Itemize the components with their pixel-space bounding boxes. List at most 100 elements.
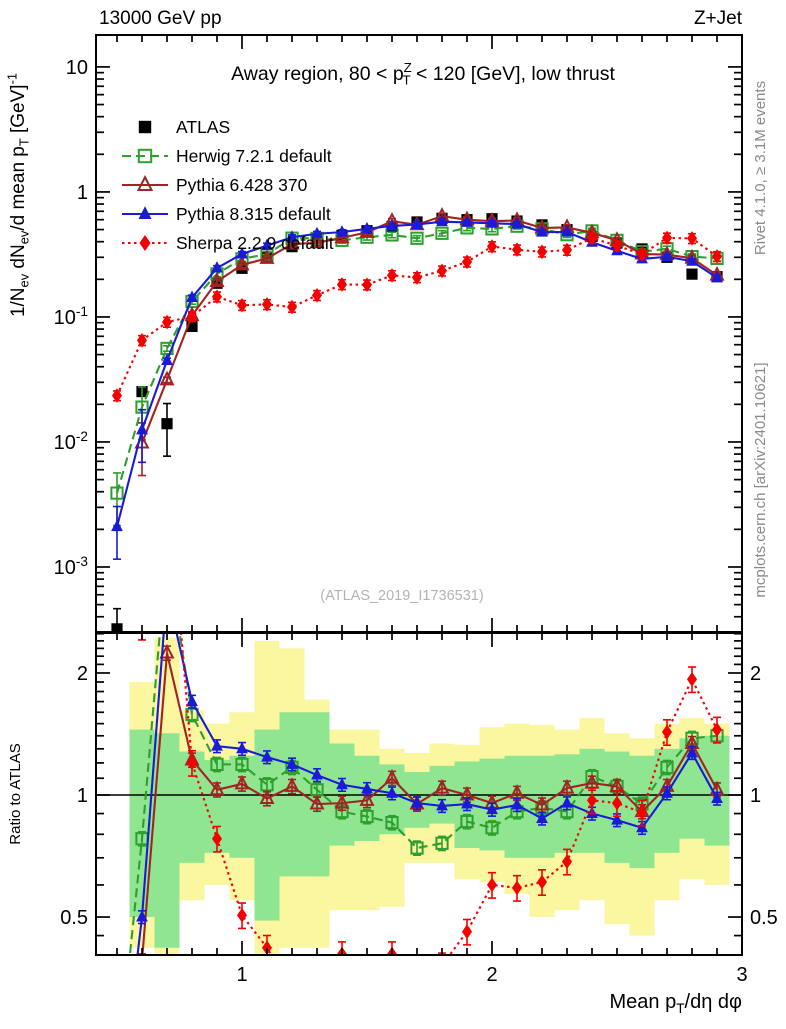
- data-point-marker: [686, 671, 698, 687]
- legend-item-pythia6: Pythia 6.428 370: [122, 175, 308, 195]
- watermark: (ATLAS_2019_I1736531): [320, 588, 483, 604]
- data-point-marker: [410, 231, 424, 245]
- data-point-marker: [359, 791, 375, 806]
- data-point-marker: [286, 299, 298, 315]
- data-point-marker: [159, 643, 175, 659]
- ratio-panel-series: [128, 633, 725, 955]
- data-point-marker: [261, 238, 273, 251]
- data-point-marker: [284, 777, 300, 792]
- data-point-marker: [161, 314, 173, 330]
- data-point-marker: [261, 750, 273, 762]
- data-point-marker: [311, 288, 323, 303]
- data-point-marker: [361, 781, 373, 794]
- header-process: Z+Jet: [694, 8, 743, 29]
- data-point-marker: [436, 263, 448, 279]
- data-point-marker: [486, 216, 498, 228]
- band-green: [129, 729, 155, 918]
- ratio-tick-label-right: 1: [750, 785, 761, 807]
- data-point-marker: [611, 813, 623, 825]
- ratio-tick-label-right: 0.5: [750, 907, 778, 929]
- data-point-marker: [461, 215, 473, 227]
- x-tick-label: 1: [236, 964, 247, 986]
- legend-item-herwig: Herwig 7.2.1 default: [122, 146, 332, 166]
- legend-label-sherpa: Sherpa 2.2.9 default: [176, 233, 334, 253]
- data-point-marker: [561, 796, 573, 808]
- data-point-marker: [161, 418, 173, 430]
- data-point-marker: [384, 769, 400, 784]
- data-point-marker: [411, 796, 423, 808]
- data-point-marker: [311, 226, 323, 239]
- data-point-marker: [361, 221, 373, 234]
- data-point-marker: [711, 791, 723, 804]
- data-point-marker: [461, 254, 473, 270]
- data-point-marker: [209, 780, 225, 796]
- data-point-marker: [136, 175, 154, 191]
- data-point-marker: [561, 225, 573, 237]
- data-point-marker: [186, 309, 198, 324]
- ratio-tick-label-left: 1: [77, 785, 88, 807]
- data-point-marker: [461, 797, 473, 809]
- data-point-marker: [511, 880, 523, 896]
- data-point-marker: [636, 820, 648, 833]
- legend-label-herwig: Herwig 7.2.1 default: [176, 146, 332, 166]
- data-point-marker: [611, 795, 623, 811]
- y-tick-label: 10-1: [54, 304, 88, 329]
- data-point-marker: [536, 244, 548, 260]
- axes: [95, 34, 743, 956]
- data-point-marker: [385, 815, 399, 830]
- data-point-marker: [436, 798, 448, 811]
- data-point-marker: [138, 206, 152, 219]
- data-point-marker: [211, 831, 223, 847]
- x-tick-label: 3: [736, 964, 747, 986]
- data-point-marker: [111, 388, 123, 403]
- band-green: [229, 755, 255, 858]
- data-point-marker: [511, 242, 523, 257]
- data-point-marker: [334, 793, 350, 809]
- data-point-marker: [485, 821, 499, 835]
- data-point-marker: [636, 247, 648, 262]
- ratio-tick-label-left: 0.5: [60, 907, 88, 929]
- data-point-marker: [286, 230, 298, 242]
- data-point-marker: [159, 370, 175, 386]
- data-point-marker: [136, 333, 148, 348]
- data-point-marker: [460, 814, 474, 829]
- side-notes: Rivet 4.1.0, ≥ 3.1M events mcplots.cern.c…: [752, 81, 769, 598]
- ratio-tick-label-left: 2: [77, 663, 88, 685]
- data-point-marker: [186, 320, 198, 333]
- legend-label-pythia6: Pythia 6.428 370: [176, 175, 308, 195]
- data-point-marker: [686, 745, 698, 758]
- data-point-marker: [186, 290, 198, 303]
- y-tick-label: 10-3: [54, 554, 88, 579]
- analysis-watermark: (ATLAS_2019_I1736531): [320, 588, 483, 604]
- data-point-marker: [561, 854, 573, 869]
- legend-item-sherpa: Sherpa 2.2.9 default: [122, 233, 334, 253]
- data-point-marker: [111, 519, 123, 532]
- data-point-marker: [561, 242, 573, 258]
- legend-item-atlas: ATLAS: [138, 117, 230, 137]
- data-point-marker: [559, 778, 575, 794]
- header-beam-energy: 13000 GeV pp: [99, 8, 222, 29]
- atlas-uncertainty-bands: [129, 637, 730, 955]
- data-point-marker: [711, 270, 723, 283]
- x-axis-title: Mean pT/dη dφ: [610, 991, 743, 1016]
- data-point-marker: [534, 795, 550, 811]
- data-point-marker: [486, 239, 498, 254]
- data-point-marker: [586, 230, 598, 246]
- data-point-marker: [136, 910, 148, 922]
- data-point-marker: [410, 841, 424, 855]
- side-note-rivet: Rivet 4.1.0, ≥ 3.1M events: [752, 81, 769, 255]
- data-point-marker: [136, 422, 148, 435]
- data-point-marker: [336, 225, 348, 237]
- data-point-marker: [236, 246, 248, 259]
- data-point-marker: [586, 793, 598, 808]
- data-point-marker: [661, 786, 673, 798]
- data-point-marker: [311, 768, 323, 780]
- data-point-marker: [361, 277, 373, 293]
- data-point-marker: [636, 805, 648, 820]
- data-point-marker: [536, 811, 548, 823]
- band-green: [154, 733, 180, 948]
- data-point-marker: [536, 874, 548, 890]
- data-point-marker: [435, 226, 449, 240]
- data-point-marker: [161, 353, 173, 366]
